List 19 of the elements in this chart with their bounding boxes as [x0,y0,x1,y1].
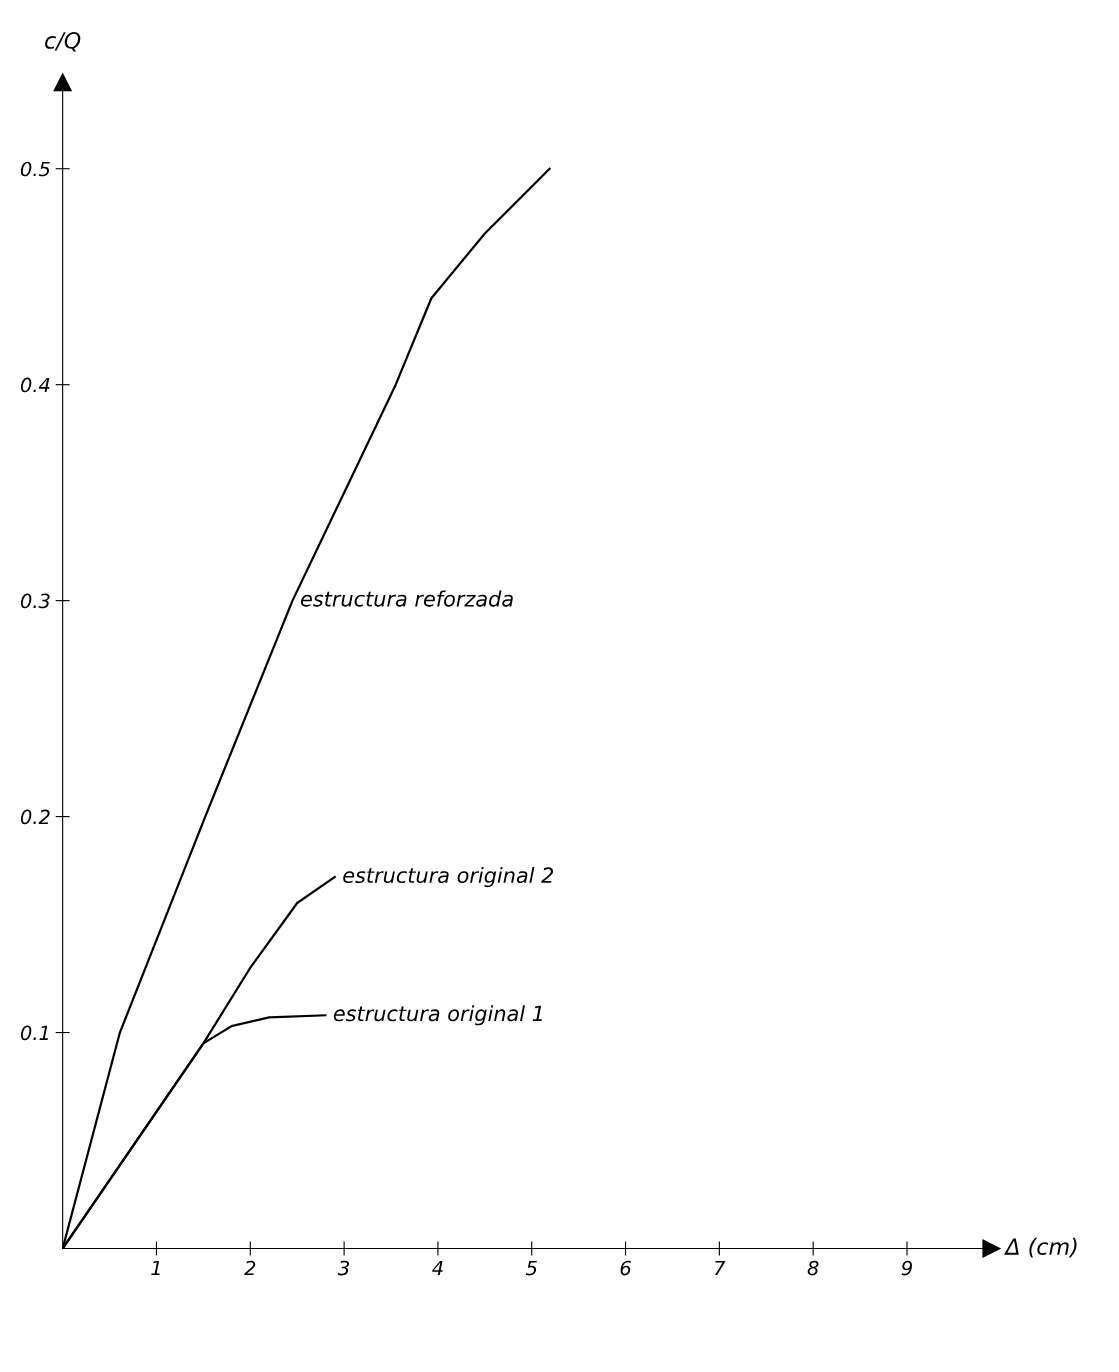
series-label: estructura original 1 [333,1005,542,1026]
x-tick-label: 1 [151,1260,160,1276]
y-tick-label: 0.2 [20,809,50,825]
x-tick-label: 3 [337,1260,350,1276]
x-axis-title: Δ (cm) [1003,1237,1077,1258]
y-tick-label: 0.4 [20,377,50,393]
y-tick-label: 0.5 [20,161,50,177]
x-tick-label: 7 [714,1260,726,1276]
x-tick-label: 2 [244,1260,256,1276]
x-tick-label: 9 [901,1260,912,1276]
x-tick-label: 4 [432,1260,443,1276]
x-tick-label: 5 [525,1260,537,1276]
y-axis-title: c/Q [45,32,81,52]
series-label: estructura original 2 [343,866,554,888]
x-tick-label: 6 [620,1260,631,1276]
series-label: estructura reforzada [300,590,513,607]
y-tick-label: 0.3 [20,593,50,609]
x-tick-label: 8 [807,1260,819,1276]
y-tick-label: 0.1 [20,1025,48,1041]
